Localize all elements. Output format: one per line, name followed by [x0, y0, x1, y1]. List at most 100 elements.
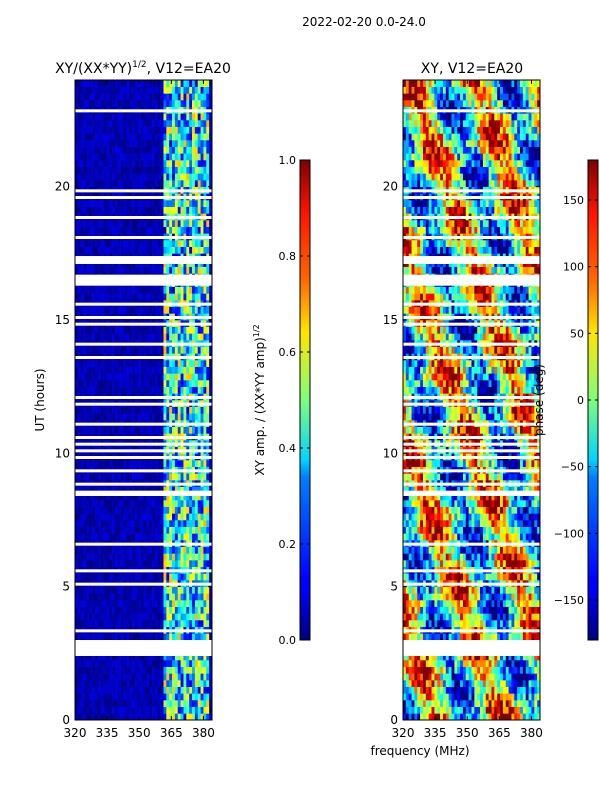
heatmap-cell: [186, 506, 190, 514]
heatmap-cell: [177, 706, 181, 714]
heatmap-cell: [203, 173, 207, 181]
heatmap-cell: [183, 426, 187, 434]
heatmap-cell: [126, 533, 130, 541]
heatmap-cell: [126, 160, 130, 167]
heatmap-cell: [154, 613, 159, 621]
heatmap-cell: [143, 560, 147, 567]
heatmap-cell: [112, 520, 116, 527]
heatmap-cell: [157, 120, 161, 127]
heatmap-cell: [192, 180, 196, 187]
heatmap-cell: [192, 546, 196, 554]
heatmap-cell: [123, 173, 127, 181]
heatmap-cell: [500, 686, 504, 694]
heatmap-cell: [403, 700, 407, 707]
heatmap-cell: [75, 93, 79, 101]
heatmap-cell: [160, 533, 164, 541]
heatmap-cell: [86, 166, 90, 174]
heatmap-cell: [97, 680, 101, 687]
heatmap-cell: [117, 326, 121, 334]
heatmap-cell: [120, 500, 124, 507]
heatmap-cell: [106, 86, 110, 94]
heatmap-cell: [180, 80, 184, 87]
heatmap-cell: [126, 473, 130, 481]
heatmap-cell: [194, 426, 199, 434]
heatmap-cell: [186, 573, 190, 581]
heatmap-cell: [143, 506, 147, 514]
heatmap-cell: [169, 500, 173, 507]
heatmap-cell: [89, 220, 93, 227]
heatmap-cell: [109, 380, 113, 387]
heatmap-cell: [100, 93, 104, 101]
y-tick-label: 15: [55, 313, 70, 327]
heatmap-cell: [192, 333, 196, 341]
heatmap-cell: [75, 360, 79, 367]
heatmap-cell: [180, 500, 184, 507]
heatmap-cell: [442, 673, 447, 681]
heatmap-cell: [100, 346, 104, 354]
heatmap-cell: [203, 373, 207, 381]
heatmap-cell: [109, 366, 113, 374]
heatmap-cell: [163, 713, 167, 721]
heatmap-cell: [103, 346, 107, 354]
heatmap-cell: [157, 413, 161, 421]
heatmap-cell: [157, 266, 161, 274]
heatmap-cell: [109, 520, 113, 527]
heatmap-cell: [89, 666, 93, 674]
heatmap-cell: [505, 700, 509, 707]
heatmap-cell: [146, 373, 150, 381]
heatmap-cell: [157, 293, 161, 301]
heatmap-cell: [89, 246, 93, 254]
heatmap-cell: [194, 120, 199, 127]
heatmap-cell: [157, 460, 161, 467]
heatmap-cell: [123, 93, 127, 101]
heatmap-cell: [174, 100, 179, 107]
heatmap-cell: [451, 686, 455, 694]
heatmap-cell: [186, 173, 190, 181]
heatmap-cell: [152, 686, 156, 694]
heatmap-cell: [194, 266, 199, 274]
heatmap-cell: [206, 146, 210, 154]
heatmap-cell: [186, 133, 190, 141]
heatmap-cell: [129, 600, 133, 607]
heatmap-cell: [143, 373, 147, 381]
heatmap-cell: [132, 386, 136, 394]
heatmap-cell: [169, 166, 173, 174]
heatmap-cell: [514, 686, 518, 694]
heatmap-cell: [177, 120, 181, 127]
heatmap-cell: [132, 206, 136, 214]
heatmap-cell: [169, 593, 173, 601]
heatmap-cell: [137, 166, 141, 174]
heatmap-cell: [80, 206, 84, 214]
heatmap-cell: [174, 306, 179, 314]
heatmap-cell: [174, 513, 179, 521]
flagged-time-range: [75, 256, 212, 264]
heatmap-cell: [174, 706, 179, 714]
heatmap-cell: [112, 206, 116, 214]
heatmap-cell: [120, 560, 124, 567]
heatmap-cell: [149, 653, 153, 661]
heatmap-cell: [174, 673, 179, 681]
heatmap-cell: [80, 326, 84, 334]
heatmap-cell: [154, 240, 159, 247]
heatmap-cell: [146, 333, 150, 341]
heatmap-cell: [112, 326, 116, 334]
heatmap-cell: [485, 700, 489, 707]
heatmap-cell: [92, 526, 96, 534]
heatmap-cell: [209, 246, 213, 254]
heatmap-cell: [140, 553, 144, 561]
heatmap-cell: [77, 346, 81, 354]
heatmap-cell: [132, 460, 136, 467]
heatmap-cell: [112, 700, 116, 707]
heatmap-cell: [77, 686, 81, 694]
heatmap-cell: [146, 706, 150, 714]
heatmap-cell: [417, 706, 421, 714]
heatmap-cell: [520, 686, 524, 694]
heatmap-cell: [163, 586, 167, 594]
heatmap-cell: [411, 673, 415, 681]
heatmap-cell: [154, 386, 159, 394]
x-tick-label: 320: [64, 726, 87, 740]
heatmap-cell: [186, 360, 190, 367]
heatmap-cell: [134, 100, 139, 107]
heatmap-cell: [209, 306, 213, 314]
heatmap-cell: [132, 246, 136, 254]
